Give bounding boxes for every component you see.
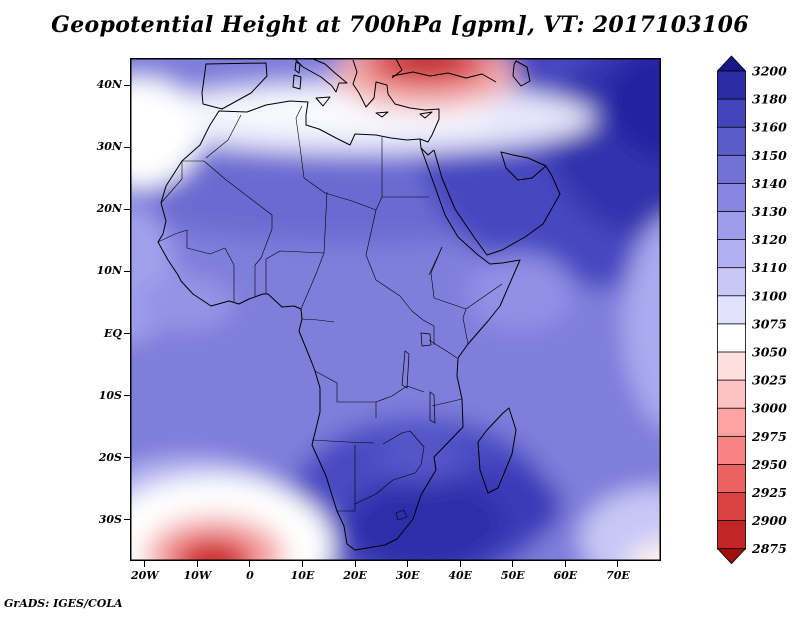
- x-tick-label: 0: [246, 569, 254, 582]
- x-tick-label: 20W: [130, 569, 159, 582]
- sicily-coastline: [315, 96, 331, 107]
- credit-text: GrADS: IGES/COLA: [4, 597, 123, 610]
- colorbar-label: 3140: [752, 176, 787, 191]
- x-tick-mark: [144, 561, 146, 567]
- coastlines: [157, 58, 561, 551]
- y-tick-label: 30N: [96, 140, 122, 154]
- y-tick-label: 30S: [98, 512, 122, 526]
- x-tick-label: 60E: [553, 569, 578, 582]
- colorbar-label: 3075: [752, 316, 787, 331]
- colorbar-label: 3160: [752, 120, 787, 135]
- arabia-coastline: [433, 149, 561, 256]
- colorbar-label: 3100: [752, 288, 787, 303]
- colorbar-segment: [717, 463, 746, 494]
- greece-coastline: [352, 59, 388, 108]
- colorbar-label: 3180: [752, 92, 787, 107]
- persian-gulf-coastline: [500, 151, 547, 181]
- plot-title: Geopotential Height at 700hPa [gpm], VT:…: [51, 12, 749, 38]
- colorbar-segment: [717, 379, 746, 410]
- sinai-coastline: [420, 147, 435, 156]
- colorbar-segment: [717, 154, 746, 185]
- colorbar-label: 2875: [751, 541, 787, 556]
- colorbar-label: 2925: [751, 485, 787, 500]
- x-tick-label: 40E: [448, 569, 473, 582]
- y-tick-label: EQ: [104, 326, 122, 340]
- colorbar-top-arrow: [716, 55, 747, 72]
- cyprus-coastline: [419, 111, 433, 119]
- sardinia-coastline: [292, 74, 302, 90]
- colorbar-segment: [717, 239, 746, 269]
- colorbar-segment: [717, 267, 746, 297]
- x-tick-label: 70E: [606, 569, 630, 582]
- colorbar-segment: [717, 70, 746, 101]
- crete-coastline: [375, 111, 389, 118]
- x-tick-mark: [196, 561, 198, 567]
- blacksea-west-coastline: [391, 58, 403, 79]
- colorbar-label: 3110: [752, 260, 787, 275]
- colorbar-label: 3150: [752, 148, 787, 163]
- x-tick-label: 20E: [343, 569, 367, 582]
- lake-tanganyika: [401, 350, 410, 389]
- colorbar-segment: [717, 182, 746, 213]
- colorbar-segment: [717, 492, 746, 522]
- africa-coastline: [157, 100, 521, 551]
- colorbar: 3200 3180 3160 3150 3140 3130 3120 3110 3100 3075…: [716, 55, 787, 565]
- x-tick-mark: [459, 561, 461, 567]
- lakes: [401, 332, 436, 424]
- colorbar-segment: [717, 323, 746, 353]
- x-tick-mark: [354, 561, 356, 567]
- madagascar-coastline: [477, 407, 517, 494]
- colorbar-segment: [717, 407, 746, 438]
- y-tick-label: 20N: [96, 202, 122, 216]
- colorbar-segment: [717, 520, 746, 550]
- map-field: [130, 58, 661, 561]
- colorbar-segment: [717, 126, 746, 157]
- x-tick-label: 10E: [290, 569, 315, 582]
- x-tick-mark: [617, 561, 619, 567]
- lake-malawi: [429, 391, 436, 424]
- x-tick-label: 10W: [183, 569, 212, 582]
- colorbar-label: 3200: [752, 64, 787, 79]
- x-tick-label: 50E: [500, 569, 525, 582]
- map-frame: [130, 58, 661, 561]
- x-tick-mark: [564, 561, 566, 567]
- colorbar-bottom-arrow: [716, 548, 747, 565]
- colorbar-label: 3050: [752, 345, 787, 360]
- x-tick-mark: [249, 561, 251, 567]
- turkey-north-coastline: [391, 71, 497, 83]
- field-contour-blobs: [130, 58, 661, 561]
- y-tick-label: 20S: [98, 450, 122, 464]
- y-tick-label: 40N: [96, 78, 122, 91]
- colorbar-label: 3025: [752, 373, 787, 388]
- y-tick-label: 10S: [98, 388, 122, 402]
- x-tick-mark: [302, 561, 303, 567]
- colorbar-segment: [717, 295, 746, 325]
- colorbar-label: 2975: [751, 429, 787, 444]
- levant-turkey-coastline: [386, 84, 440, 143]
- colorbar-segment: [717, 98, 746, 129]
- colorbar-segment: [717, 435, 746, 466]
- italy-coastline: [294, 58, 348, 93]
- lake-victoria: [420, 332, 432, 347]
- colorbar-segment: [717, 351, 746, 382]
- colorbar-label: 2950: [751, 457, 787, 472]
- colorbar-label: 3000: [752, 401, 787, 416]
- iberia-coastline: [201, 62, 268, 110]
- colorbar-label: 3120: [752, 232, 787, 247]
- corsica-coastline: [294, 61, 301, 74]
- x-tick-label: 30E: [395, 569, 420, 582]
- x-tick-mark: [512, 561, 514, 567]
- colorbar-segment: [717, 211, 746, 241]
- caspian-coastline: [512, 60, 531, 87]
- y-tick-label: 10N: [96, 264, 122, 278]
- colorbar-label: 3130: [752, 204, 787, 219]
- colorbar-label: 2900: [751, 513, 787, 528]
- x-tick-mark: [407, 561, 409, 567]
- country-borders: [157, 105, 503, 521]
